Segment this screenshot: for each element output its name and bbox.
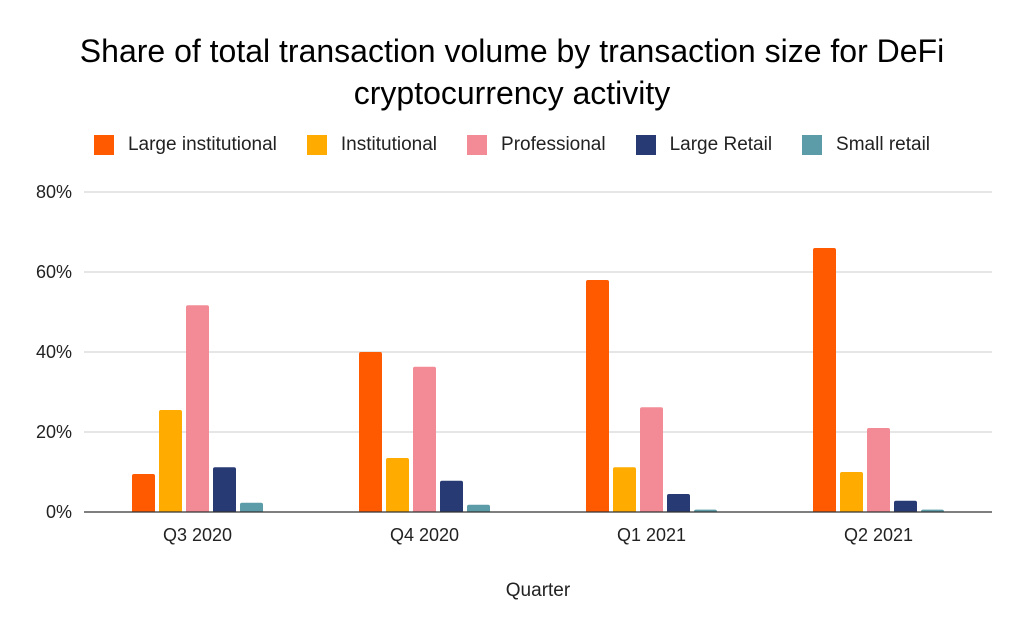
y-tick-label: 60% — [36, 262, 72, 282]
legend-label: Professional — [501, 134, 606, 155]
bar — [186, 305, 209, 512]
legend-label: Large institutional — [127, 134, 277, 155]
chart-legend: Large institutional Institutional Profes… — [0, 134, 1024, 156]
legend-swatch — [635, 135, 656, 155]
legend-label: Large Retail — [669, 134, 773, 155]
legend-swatch — [306, 135, 327, 155]
legend-swatch — [467, 135, 488, 155]
bar — [132, 474, 155, 512]
y-tick-label: 80% — [36, 182, 72, 202]
chart-title: Share of total transaction volume by tra… — [0, 30, 1024, 114]
legend-swatch — [93, 135, 114, 155]
x-tick-label: Q2 2021 — [844, 525, 913, 545]
bar — [359, 352, 382, 512]
chart-title-line-1: Share of total transaction volume by tra… — [79, 33, 945, 69]
bar — [213, 467, 236, 512]
legend-label: Small retail — [836, 134, 931, 155]
x-axis-title: Quarter — [506, 580, 571, 601]
chart-title-line-2: cryptocurrency activity — [353, 75, 671, 111]
x-tick-label: Q3 2020 — [163, 525, 232, 545]
bar — [386, 458, 409, 512]
bar — [586, 280, 609, 512]
bar — [813, 248, 836, 512]
bar — [867, 428, 890, 512]
bar — [413, 366, 436, 512]
legend-item-professional: Professional — [467, 134, 606, 156]
legend-item-institutional: Institutional — [306, 134, 438, 156]
legend-item-large-retail: Large Retail — [635, 134, 773, 156]
legend-label: Institutional — [340, 134, 438, 155]
x-tick-label: Q4 2020 — [390, 525, 459, 545]
bar — [640, 407, 663, 512]
y-tick-label: 0% — [46, 502, 72, 522]
y-tick-label: 20% — [36, 422, 72, 442]
bar — [240, 502, 263, 512]
y-tick-label: 40% — [36, 342, 72, 362]
bar — [894, 500, 917, 512]
bar — [667, 494, 690, 512]
legend-item-large-institutional: Large institutional — [93, 134, 277, 156]
bar — [613, 467, 636, 512]
legend-swatch — [802, 135, 823, 155]
legend-item-small-retail: Small retail — [802, 134, 930, 156]
bar — [467, 504, 490, 512]
bar — [440, 480, 463, 512]
x-tick-label: Q1 2021 — [617, 525, 686, 545]
bar — [159, 410, 182, 512]
bar — [840, 472, 863, 512]
